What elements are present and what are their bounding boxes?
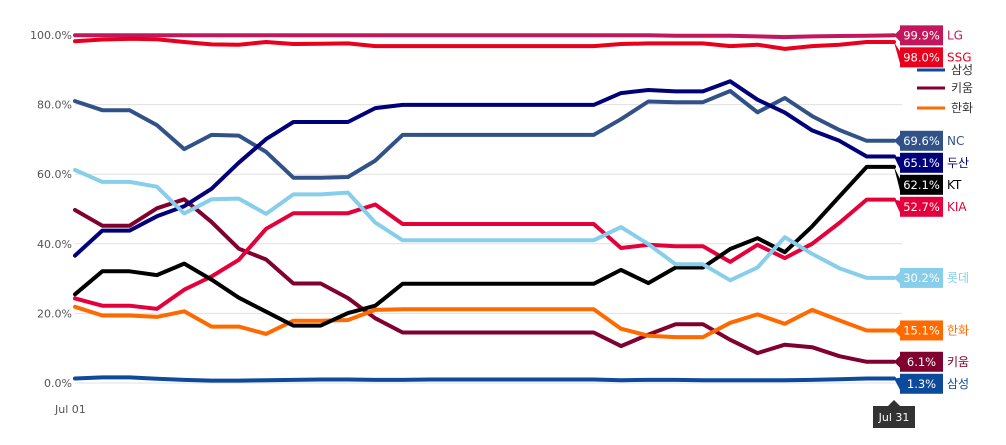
end-value-label: 65.1% — [903, 156, 940, 170]
legend-label: 삼성 — [951, 63, 973, 77]
series-line — [73, 375, 896, 383]
x-end-label: Jul 31 — [878, 411, 910, 424]
end-label-box — [900, 196, 943, 217]
x-axis: Jul 01 Jul 31 — [54, 400, 915, 428]
end-label-box — [900, 373, 943, 394]
end-label-pointer — [894, 166, 900, 191]
end-label-pointer — [894, 355, 900, 368]
end-label-pointer — [894, 134, 900, 147]
end-series-label: 한화 — [947, 323, 969, 337]
series-line — [73, 33, 896, 40]
series-line — [73, 168, 896, 283]
end-value-label: 1.3% — [907, 377, 936, 391]
x-end-badge — [873, 406, 915, 428]
x-start-label: Jul 01 — [54, 403, 86, 416]
end-value-label: 98.0% — [903, 50, 940, 64]
end-label-box — [900, 25, 943, 46]
end-label-box — [900, 130, 943, 151]
series-line — [73, 304, 896, 340]
end-value-label: 30.2% — [903, 271, 940, 285]
end-label-pointer — [894, 377, 900, 390]
end-series-label: KIA — [947, 200, 967, 214]
end-label-box — [900, 351, 943, 372]
end-series-label: KT — [947, 178, 962, 192]
y-tick-label: 60.0% — [37, 168, 72, 181]
end-label-pointer — [894, 156, 900, 169]
end-label-pointer — [894, 324, 900, 337]
end-label-pointer — [894, 41, 900, 64]
end-label-box — [900, 152, 943, 173]
end-series-label: 키움 — [947, 355, 969, 369]
legend-label: 한화 — [951, 101, 973, 115]
end-label-pointer — [894, 29, 900, 42]
end-value-label: 15.1% — [903, 323, 940, 337]
end-series-label: 두산 — [947, 156, 969, 170]
end-series-label: NC — [947, 134, 964, 148]
end-value-label: 6.1% — [907, 355, 936, 369]
series-line — [73, 79, 896, 258]
end-series-label: SSG — [947, 50, 972, 64]
y-tick-label: 100.0% — [30, 29, 72, 42]
end-series-label: LG — [947, 28, 963, 42]
end-label-box — [900, 174, 943, 195]
series-line — [73, 197, 896, 311]
y-tick-label: 0.0% — [44, 377, 72, 390]
end-label-box — [900, 267, 943, 288]
x-end-badge-pointer — [888, 400, 900, 406]
end-value-label: 99.9% — [903, 28, 940, 42]
series-lines — [73, 33, 896, 383]
end-series-label: 삼성 — [947, 377, 969, 391]
y-tick-label: 80.0% — [37, 99, 72, 112]
series-line — [73, 89, 896, 180]
series-line — [73, 197, 896, 364]
end-series-label: 롯데 — [947, 271, 969, 285]
end-label-pointer — [894, 199, 900, 213]
end-label-box — [900, 47, 943, 68]
series-line — [73, 36, 896, 51]
series-line — [73, 164, 896, 328]
y-tick-label: 20.0% — [37, 307, 72, 320]
end-value-label: 62.1% — [903, 178, 940, 192]
end-label-box — [900, 320, 943, 341]
end-labels: 99.9% LG 98.0% SSG 69.6% NC 65.1% 두산 62.1% KT 52.7… — [894, 25, 972, 394]
end-value-label: 52.7% — [903, 200, 940, 214]
end-label-pointer — [894, 271, 900, 284]
y-tick-label: 40.0% — [37, 238, 72, 251]
y-axis: 0.0% 20.0% 40.0% 60.0% 80.0% 100.0% — [30, 29, 72, 390]
legend-label: 키움 — [951, 81, 973, 95]
end-value-label: 69.6% — [903, 134, 940, 148]
